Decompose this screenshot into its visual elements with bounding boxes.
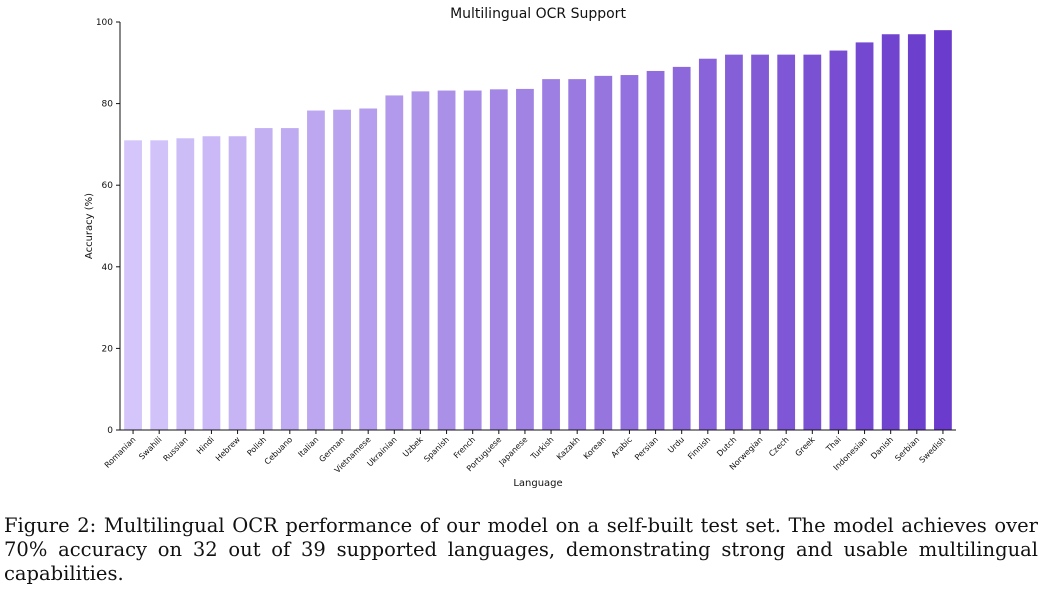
bar-chart: Multilingual OCR Support 0 20 40 60 80 100 Ro… [84, 6, 956, 489]
x-tick-label: Korean [582, 435, 608, 461]
bar-persian [646, 70, 665, 431]
x-tick-label: Thai [824, 435, 843, 454]
bar-greek [803, 54, 822, 430]
bar-swahili [150, 140, 169, 430]
bar-danish [881, 34, 900, 431]
bar-indonesian [855, 42, 874, 431]
x-tick-label: Urdu [666, 435, 686, 455]
y-tick-label: 60 [102, 181, 114, 191]
x-tick-label: Hebrew [214, 435, 242, 463]
x-tick-label: Arabic [610, 435, 634, 459]
x-tick-label: Hindi [195, 435, 216, 456]
y-tick-label: 0 [107, 426, 113, 436]
bar-hindi [202, 136, 221, 431]
bar-ukrainian [385, 95, 404, 430]
y-axis: 0 20 40 60 80 100 [96, 18, 121, 436]
bar-arabic [620, 75, 639, 430]
x-tick-label: Greek [794, 435, 817, 458]
x-tick-label: Kazakh [555, 435, 582, 462]
bar-kazakh [568, 79, 587, 431]
bar-cebuano [280, 128, 299, 430]
x-tick-label: Czech [767, 435, 790, 458]
x-tick-label: Swedish [918, 435, 948, 465]
bars-group [124, 30, 952, 431]
y-axis-label: Accuracy (%) [84, 193, 95, 259]
x-tick-label: Polish [245, 435, 268, 458]
x-tick-label: Swahili [137, 435, 163, 461]
x-tick-label: Italian [296, 435, 320, 459]
bar-vietnamese [359, 108, 378, 430]
y-tick-label: 20 [102, 344, 114, 354]
bar-german [333, 109, 351, 430]
bar-polish [254, 128, 273, 430]
bar-uzbek [411, 91, 430, 431]
x-tick-label: Danish [869, 435, 895, 461]
x-tick-label: Dutch [715, 435, 738, 458]
bar-japanese [516, 88, 534, 430]
x-tick-label: Persian [633, 435, 660, 462]
x-axis-label: Language [513, 478, 562, 489]
x-tick-label: Cebuano [263, 435, 295, 467]
x-tick-label: Turkish [529, 435, 556, 462]
x-tick-label: Spanish [422, 435, 451, 464]
bar-portuguese [489, 89, 508, 430]
bar-italian [307, 110, 325, 430]
bar-finnish [698, 58, 717, 430]
figure-caption: Figure 2: Multilingual OCR performance o… [4, 514, 1038, 585]
y-tick-label: 80 [102, 100, 114, 110]
bar-romanian [124, 140, 142, 430]
bar-thai [829, 50, 848, 431]
y-tick-label: 100 [96, 18, 113, 28]
x-tick-label: Romanian [103, 435, 138, 470]
bar-czech [777, 54, 796, 430]
bar-french [463, 90, 482, 430]
x-tick-label: French [452, 435, 477, 460]
x-tick-label: Finnish [686, 435, 712, 461]
bar-swedish [934, 30, 952, 430]
bar-turkish [542, 79, 560, 431]
bar-dutch [725, 54, 743, 430]
x-tick-label: Russian [162, 435, 190, 463]
bar-spanish [437, 90, 456, 430]
bar-russian [176, 138, 195, 430]
bar-urdu [672, 66, 691, 430]
bar-hebrew [228, 136, 247, 431]
chart-title: Multilingual OCR Support [450, 6, 626, 22]
y-tick-label: 40 [102, 263, 114, 273]
bar-norwegian [751, 54, 769, 430]
bar-serbian [907, 34, 926, 431]
bar-korean [594, 75, 613, 431]
x-tick-label: Uzbek [401, 435, 425, 459]
